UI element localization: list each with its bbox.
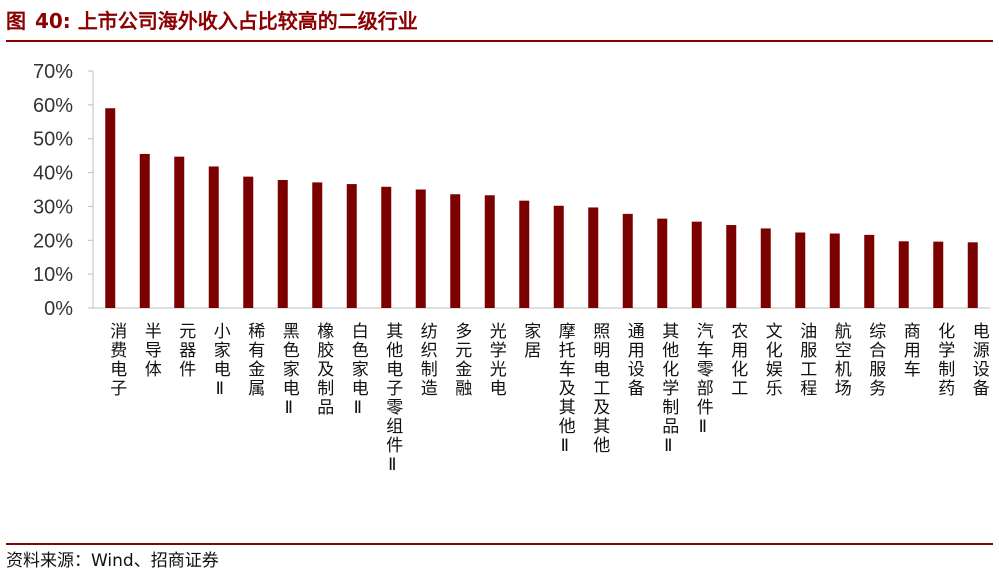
x-tick-label: 照明电工及其他 (589, 322, 610, 455)
x-tick-label: 摩托车及其他Ⅱ (555, 322, 576, 458)
bar (622, 213, 633, 308)
x-tick-label: 化学制药 (934, 322, 955, 398)
x-tick-label: 半导体 (141, 322, 162, 379)
y-tick-label: 30% (33, 196, 73, 218)
y-tick-label: 10% (33, 264, 73, 286)
y-tick-label: 40% (33, 163, 73, 185)
bar-chart: 0% 10% 20% 30% 40% 50% 60% 70% 消费电子 半导体 元器件 小家电Ⅱ 稀有金… (33, 61, 990, 477)
bar (519, 200, 530, 308)
bar (381, 186, 392, 308)
x-tick-label: 航空机场 (831, 322, 852, 398)
figure-title: 图 40: 上市公司海外收入占比较高的二级行业 (6, 4, 418, 38)
x-tick-label: 商用车 (900, 322, 921, 379)
x-tick-label: 小家电Ⅱ (210, 322, 231, 401)
y-tick-label: 50% (33, 129, 73, 151)
x-tick-label: 其他电子零组件Ⅱ (382, 322, 403, 477)
figure-title-text: 上市公司海外收入占比较高的二级行业 (77, 9, 418, 33)
x-tick-label: 其他化学制品Ⅱ (658, 322, 679, 458)
bar (691, 221, 702, 308)
figure-number: 40: (34, 9, 71, 33)
x-tick-label: 农用化工 (727, 322, 748, 398)
x-tick-label: 稀有金属 (244, 322, 265, 398)
x-tick-label: 文化娱乐 (762, 322, 783, 398)
bar (346, 184, 357, 308)
y-tick-label: 20% (33, 230, 73, 252)
bar (657, 218, 668, 308)
bar (795, 232, 806, 308)
bar (864, 234, 875, 308)
bar (588, 207, 599, 308)
bar (726, 225, 737, 308)
x-tick-label: 电源设备 (969, 322, 990, 398)
x-tick-label: 橡胶及制品 (313, 322, 334, 417)
figure-prefix: 图 (6, 9, 26, 33)
bar (829, 233, 840, 308)
bar (553, 205, 564, 308)
bar (312, 182, 323, 308)
bar (277, 180, 288, 308)
x-tick-label: 家居 (520, 322, 541, 360)
bar (105, 108, 116, 308)
x-tick-label: 光学光电 (486, 322, 507, 398)
source-note: 资料来源：Wind、招商证券 (6, 551, 219, 571)
bar (450, 194, 461, 308)
bar (208, 166, 219, 308)
y-tick-label: 70% (33, 61, 73, 83)
y-tick-label: 0% (44, 298, 73, 320)
x-tick-label: 消费电子 (106, 322, 127, 398)
bar (484, 195, 495, 308)
bar (174, 156, 185, 308)
bar (139, 153, 150, 308)
x-tick-label: 通用设备 (624, 322, 645, 398)
bar (933, 241, 944, 308)
x-tick-label: 综合服务 (865, 322, 886, 398)
bar (760, 228, 771, 308)
x-tick-label: 纺织制造 (417, 322, 438, 398)
bar (415, 189, 426, 308)
bar (967, 242, 978, 308)
x-tick-label: 黑色家电Ⅱ (279, 322, 300, 420)
x-tick-label: 多元金融 (451, 322, 472, 398)
x-tick-label: 油服工程 (796, 322, 817, 398)
x-tick-label: 白色家电Ⅱ (348, 322, 369, 420)
y-tick-label: 60% (33, 95, 73, 117)
x-tick-label: 汽车零部件Ⅱ (693, 322, 714, 439)
bar (243, 176, 254, 308)
source-rule (6, 543, 993, 545)
title-rule (6, 40, 993, 42)
bar (898, 241, 909, 308)
x-tick-label: 元器件 (175, 322, 196, 379)
